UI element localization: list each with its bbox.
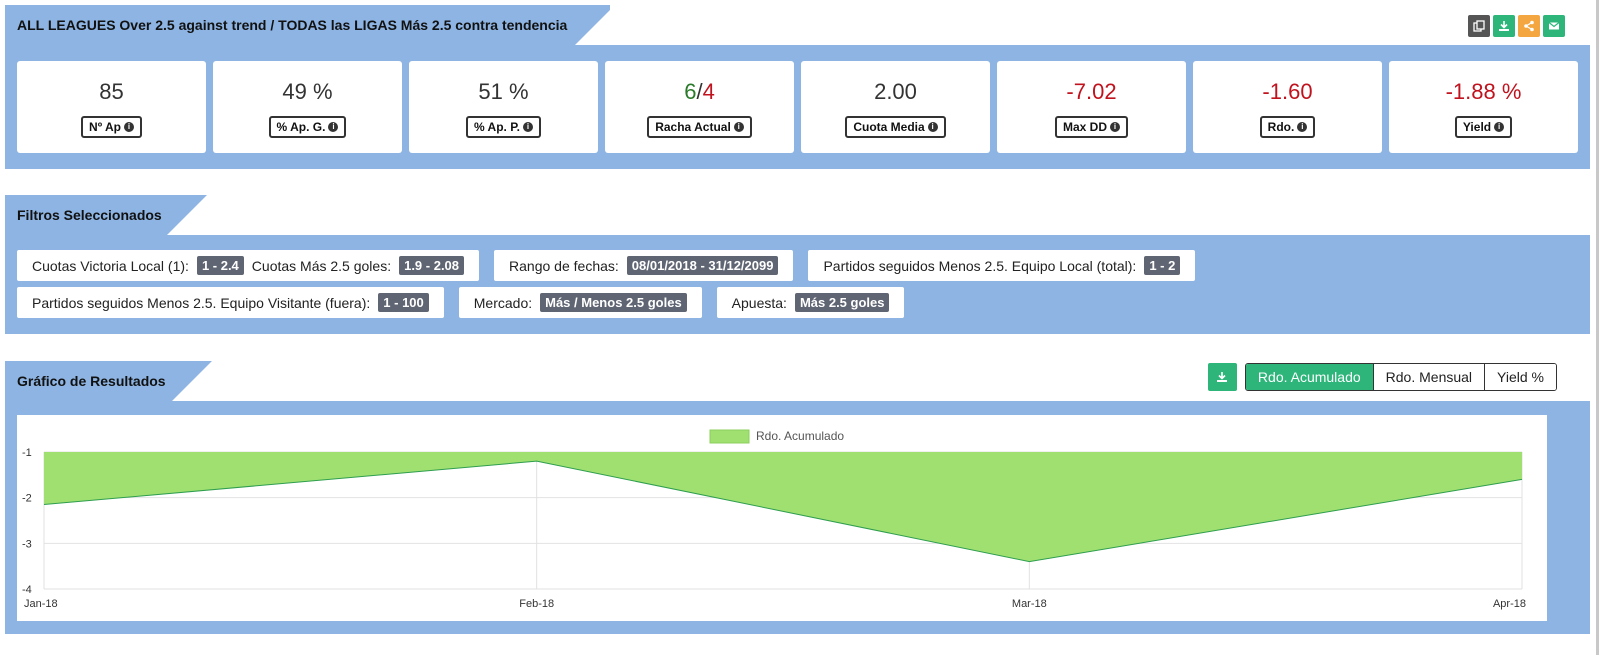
kpi-value: 6/4 — [684, 79, 715, 105]
kpi-value: -7.02 — [1066, 79, 1117, 104]
kpi-label-text: Yield — [1462, 120, 1492, 134]
info-icon: i — [328, 122, 339, 132]
filter-label: Apuesta: — [731, 294, 787, 311]
filter-badge: 1 - 100 — [378, 293, 429, 312]
filter-away-streak: Partidos seguidos Menos 2.5. Equipo Visi… — [17, 287, 444, 318]
kpi-label[interactable]: Nº Ap i — [81, 116, 142, 138]
filter-label: Rango de fechas: — [509, 257, 619, 274]
x-tick-label: Jan-18 — [24, 598, 58, 610]
filter-date-range: Rango de fechas: 08/01/2018 - 31/12/2099 — [494, 250, 794, 281]
tab-rdo-mensual[interactable]: Rdo. Mensual — [1372, 364, 1485, 390]
kpi-label[interactable]: % Ap. P. i — [465, 116, 541, 138]
header-actions — [1468, 15, 1565, 37]
info-icon: i — [1297, 122, 1308, 132]
filters-title: Filtros Seleccionados — [5, 195, 167, 235]
x-tick-label: Mar-18 — [1012, 598, 1047, 610]
filter-label: Mercado: — [473, 294, 533, 311]
kpi-label-text: Max DD — [1062, 120, 1107, 134]
info-icon: i — [123, 122, 134, 132]
kpi-card-cuota-media: 2.00 Cuota Media i — [801, 61, 990, 153]
kpi-value: 85 — [99, 79, 124, 104]
filter-badge: 1 - 2.4 — [196, 256, 244, 275]
filter-odds: Cuotas Victoria Local (1): 1 - 2.4 Cuota… — [17, 250, 480, 281]
legend-label: Rdo. Acumulado — [756, 429, 844, 443]
email-icon[interactable] — [1543, 15, 1565, 37]
kpi-label[interactable]: Racha Actual i — [647, 116, 752, 138]
filters-header: Filtros Seleccionados — [5, 195, 207, 235]
filter-badge: 1 - 2 — [1144, 256, 1181, 275]
filter-home-streak: Partidos seguidos Menos 2.5. Equipo Loca… — [808, 250, 1196, 281]
y-tick-label: -1 — [22, 447, 32, 459]
series-line — [43, 460, 1523, 563]
series-area — [44, 452, 1522, 562]
streak-loss: 4 — [702, 79, 715, 104]
kpi-label[interactable]: Cuota Media i — [845, 116, 946, 138]
filter-market: Mercado: Más / Menos 2.5 goles — [458, 287, 702, 318]
filter-bet: Apuesta: Más 2.5 goles — [716, 287, 905, 318]
kpi-label-text: Nº Ap — [89, 120, 121, 134]
streak-sep: / — [696, 79, 703, 104]
report-header: ALL LEAGUES Over 2.5 against trend / TOD… — [5, 5, 615, 45]
filter-badge: 08/01/2018 - 31/12/2099 — [626, 256, 779, 275]
copy-icon[interactable] — [1468, 15, 1490, 37]
y-tick-label: -3 — [22, 538, 32, 550]
results-chart: -1 -2 -3 -4 Jan-18 Feb-18 Mar-18 Apr-18 Rdo. Acu… — [17, 415, 1547, 621]
kpi-label[interactable]: Rdo. i — [1259, 116, 1316, 138]
report-title: ALL LEAGUES Over 2.5 against trend / TOD… — [5, 5, 575, 45]
kpi-card-yield: -1.88 % Yield i — [1389, 61, 1578, 153]
filter-label: Partidos seguidos Menos 2.5. Equipo Loca… — [823, 257, 1137, 274]
kpi-label-text: Racha Actual — [655, 120, 731, 134]
filter-badge: 1.9 - 2.08 — [399, 256, 465, 275]
info-icon: i — [1110, 122, 1120, 132]
y-tick-label: -2 — [22, 493, 32, 505]
kpi-value: 2.00 — [874, 79, 917, 104]
kpi-label-text: % Ap. G. — [276, 120, 326, 134]
chart-download-button[interactable] — [1207, 363, 1237, 391]
kpi-row: 85 Nº Ap i 49 % % Ap. G. i 51 % % Ap. P. i … — [17, 61, 1578, 153]
kpi-value: -1.88 % — [1445, 79, 1522, 104]
kpi-label[interactable]: Yield i — [1454, 116, 1513, 138]
kpi-card-ap-p: 51 % % Ap. P. i — [409, 61, 598, 153]
kpi-card-ap-g: 49 % % Ap. G. i — [213, 61, 402, 153]
chart-svg: -1 -2 -3 -4 Jan-18 Feb-18 Mar-18 Apr-18 Rdo. Acu… — [22, 429, 1526, 610]
kpi-label-text: Rdo. — [1267, 120, 1295, 134]
filter-badge: Más 2.5 goles — [794, 293, 890, 312]
tab-rdo-acumulado[interactable]: Rdo. Acumulado — [1245, 364, 1373, 390]
kpi-value: 49 % — [282, 79, 333, 104]
kpi-label-text: Cuota Media — [853, 120, 925, 134]
streak-win: 6 — [684, 79, 697, 104]
kpi-value: 51 % — [478, 79, 529, 104]
filters-row-2: Partidos seguidos Menos 2.5. Equipo Visi… — [17, 287, 905, 318]
y-tick-label: -4 — [22, 584, 32, 596]
page-scrollbar[interactable] — [1596, 0, 1599, 655]
download-icon[interactable] — [1493, 15, 1515, 37]
info-icon: i — [927, 122, 938, 132]
kpi-card-rdo: -1.60 Rdo. i — [1193, 61, 1382, 153]
share-icon[interactable] — [1518, 15, 1540, 37]
kpi-card-max-dd: -7.02 Max DD i — [997, 61, 1186, 153]
kpi-card-n-ap: 85 Nº Ap i — [17, 61, 206, 153]
info-icon: i — [733, 122, 744, 132]
info-icon: i — [523, 122, 533, 132]
tab-yield[interactable]: Yield % — [1484, 364, 1556, 390]
filter-label: Partidos seguidos Menos 2.5. Equipo Visi… — [32, 294, 371, 311]
filter-label: Cuotas Victoria Local (1): — [32, 257, 189, 274]
x-tick-label: Feb-18 — [519, 598, 554, 610]
kpi-label-text: % Ap. P. — [473, 120, 520, 134]
results-title: Gráfico de Resultados — [5, 361, 172, 401]
kpi-label[interactable]: % Ap. G. i — [268, 116, 347, 138]
filters-row-1: Cuotas Victoria Local (1): 1 - 2.4 Cuota… — [17, 250, 1196, 281]
info-icon: i — [1494, 122, 1505, 132]
filter-badge: Más / Menos 2.5 goles — [540, 293, 687, 312]
download-icon — [1217, 372, 1228, 382]
kpi-label[interactable]: Max DD i — [1054, 116, 1128, 138]
x-tick-label: Apr-18 — [1493, 598, 1526, 610]
chart-mode-tabs: Rdo. Acumulado Rdo. Mensual Yield % — [1244, 363, 1557, 391]
results-header: Gráfico de Resultados — [5, 361, 212, 401]
kpi-card-racha: 6/4 Racha Actual i — [605, 61, 794, 153]
chart-controls: Rdo. Acumulado Rdo. Mensual Yield % — [1207, 363, 1557, 391]
filter-label: Cuotas Más 2.5 goles: — [251, 257, 392, 274]
legend-swatch — [709, 429, 750, 444]
kpi-value: -1.60 — [1262, 79, 1313, 104]
